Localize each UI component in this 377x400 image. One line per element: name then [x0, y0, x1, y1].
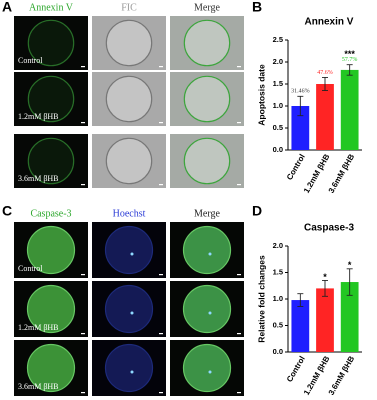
- cell: [104, 225, 154, 275]
- cell: [183, 19, 231, 67]
- error-bar: [297, 293, 304, 307]
- error-bar: [346, 268, 353, 296]
- row-label: Control: [18, 264, 43, 273]
- cell: [105, 137, 153, 185]
- error-bar: [322, 280, 328, 297]
- row-label: 1.2mM βHB: [18, 112, 59, 121]
- nucleus: [208, 370, 212, 374]
- y-tick-label: 2.5: [273, 35, 283, 44]
- y-axis-label: Relative fold changes: [256, 255, 266, 343]
- nucleus: [130, 370, 134, 374]
- nucleus: [130, 311, 134, 315]
- cell: [27, 137, 75, 185]
- scale-bar: [237, 274, 241, 276]
- scale-bar: [159, 333, 163, 335]
- nucleus: [208, 311, 212, 315]
- panel-label: C: [2, 203, 12, 219]
- y-tick-label: 1.5: [273, 267, 283, 276]
- cell: [104, 343, 154, 393]
- y-tick-label: 1.5: [273, 79, 283, 88]
- scale-bar: [159, 184, 163, 186]
- row-label: 3.6mM βHB: [18, 174, 59, 183]
- y-tick-label: 2.0: [273, 57, 283, 66]
- cell: [26, 225, 76, 275]
- column-header: Merge: [194, 2, 220, 13]
- error-bar: [346, 64, 353, 76]
- cell: [182, 225, 232, 275]
- error-bar: [322, 76, 328, 92]
- scale-bar: [237, 122, 241, 124]
- x-tick-label: Control: [285, 355, 307, 384]
- significance-mark: *: [323, 272, 327, 282]
- cell: [182, 343, 232, 393]
- row-label: 3.6mM βHB: [18, 382, 59, 391]
- x-tick-label: 3.6mM βHB: [327, 152, 357, 194]
- cell: [27, 19, 75, 67]
- column-header: Hoechst: [113, 208, 146, 219]
- scale-bar: [159, 392, 163, 394]
- row-label: 1.2mM βHB: [18, 323, 59, 332]
- scale-bar: [237, 392, 241, 394]
- y-tick-label: 0.0: [273, 145, 283, 154]
- chart-title: Annexin V: [305, 17, 354, 28]
- scale-bar: [81, 392, 85, 394]
- cell: [26, 343, 76, 393]
- bar: [316, 84, 334, 150]
- scale-bar: [237, 333, 241, 335]
- scale-bar: [81, 333, 85, 335]
- column-header: Merge: [194, 208, 220, 219]
- significance-mark: *: [348, 260, 352, 270]
- nucleus: [208, 252, 212, 256]
- y-tick-label: 0.5: [273, 320, 283, 329]
- y-axis-label: Apoptosis date: [256, 64, 266, 126]
- bar: [291, 106, 310, 150]
- value-annotation: 57.7%: [342, 57, 358, 63]
- panel-label: D: [252, 203, 262, 219]
- significance-mark: ***: [344, 49, 355, 59]
- bar: [340, 69, 359, 150]
- panel-label: A: [2, 0, 12, 15]
- cell: [104, 284, 154, 334]
- bar: [316, 288, 334, 352]
- x-tick-label: Control: [285, 153, 307, 182]
- value-annotation: 47.6%: [317, 70, 333, 76]
- scale-bar: [159, 66, 163, 68]
- y-tick-label: 1.0: [273, 101, 283, 110]
- scale-bar: [81, 66, 85, 68]
- scale-bar: [159, 274, 163, 276]
- scale-bar: [81, 122, 85, 124]
- cell: [105, 19, 153, 67]
- bar: [340, 282, 359, 352]
- column-header: Caspase-3: [30, 208, 71, 219]
- column-header: FIC: [121, 2, 137, 13]
- row-label: Control: [18, 56, 43, 65]
- x-tick-label: 3.6mM βHB: [327, 354, 357, 396]
- bar: [291, 300, 310, 352]
- chart-title: Caspase-3: [304, 223, 354, 234]
- y-tick-label: 0.5: [273, 123, 283, 132]
- value-annotation: 31.46%: [291, 89, 310, 95]
- y-tick-label: 2.0: [273, 241, 283, 250]
- cell: [182, 284, 232, 334]
- cell: [183, 137, 231, 185]
- cell: [183, 75, 231, 123]
- y-tick-label: 1.0: [273, 294, 283, 303]
- nucleus: [130, 252, 134, 256]
- cell: [105, 75, 153, 123]
- scale-bar: [81, 184, 85, 186]
- scale-bar: [81, 274, 85, 276]
- cell: [27, 75, 75, 123]
- column-header: Annexin V: [29, 2, 74, 13]
- scale-bar: [237, 184, 241, 186]
- error-bar: [297, 95, 304, 117]
- panel-label: B: [252, 0, 262, 15]
- y-tick-label: 0.0: [273, 347, 283, 356]
- scale-bar: [237, 66, 241, 68]
- cell: [26, 284, 76, 334]
- scale-bar: [159, 122, 163, 124]
